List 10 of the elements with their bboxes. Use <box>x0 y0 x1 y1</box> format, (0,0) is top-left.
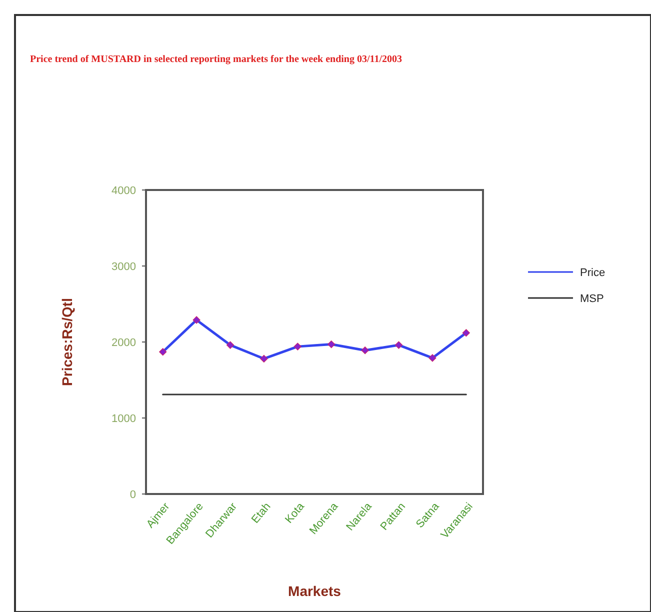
chart-title: Price trend of MUSTARD in selected reporting markets for the week ending 03/11/2003 <box>30 54 402 65</box>
y-tick-label: 1000 <box>112 412 136 425</box>
y-tick-label: 2000 <box>112 336 136 349</box>
y-tick-label: 0 <box>130 488 136 501</box>
y-tick-label: 3000 <box>112 260 136 273</box>
x-axis-title: Markets <box>288 583 342 599</box>
legend-label: MSP <box>580 292 604 305</box>
y-axis-title: Prices:Rs/Qtl <box>59 298 75 386</box>
y-tick-label: 4000 <box>112 184 136 197</box>
legend-label: Price <box>580 266 606 279</box>
